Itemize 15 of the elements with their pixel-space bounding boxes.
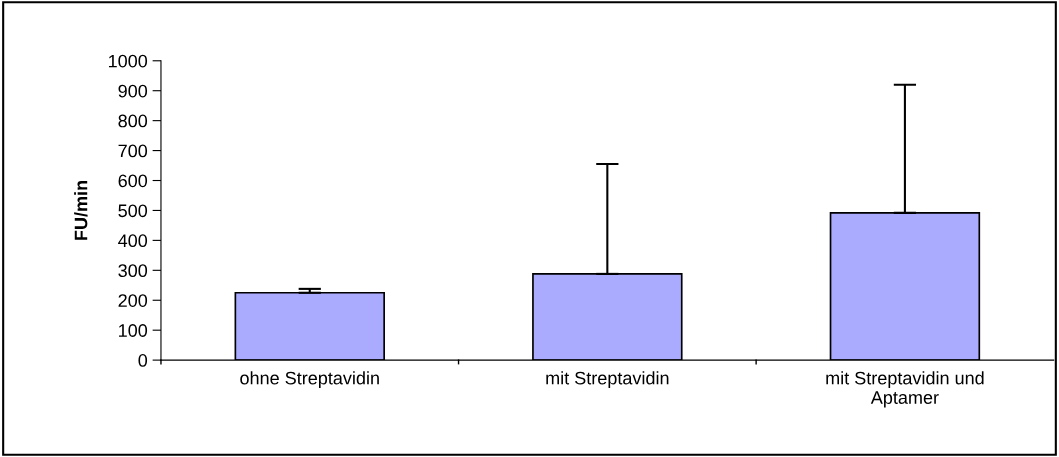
y-tick-label: 700: [118, 144, 148, 158]
x-tick-label: ohne Streptavidin: [240, 371, 379, 389]
y-tick-label: 600: [118, 174, 148, 188]
y-axis-title: FU/min: [74, 180, 88, 240]
y-tick-label: 800: [118, 114, 148, 128]
y-tick-label: 0: [138, 354, 148, 367]
y-tick-label: 400: [118, 234, 148, 248]
y-tick-label: 100: [119, 324, 148, 337]
y-tick-label: 1000: [108, 54, 148, 68]
y-tick-label: 900: [118, 84, 148, 98]
y-tick-label: 500: [118, 204, 148, 218]
y-tick-label: 200: [118, 294, 148, 307]
x-tick-label: mit Streptavidin: [546, 371, 669, 389]
x-tick-label: mit Streptavidin und Aptamer: [826, 371, 984, 408]
y-tick-label: 300: [118, 264, 148, 278]
